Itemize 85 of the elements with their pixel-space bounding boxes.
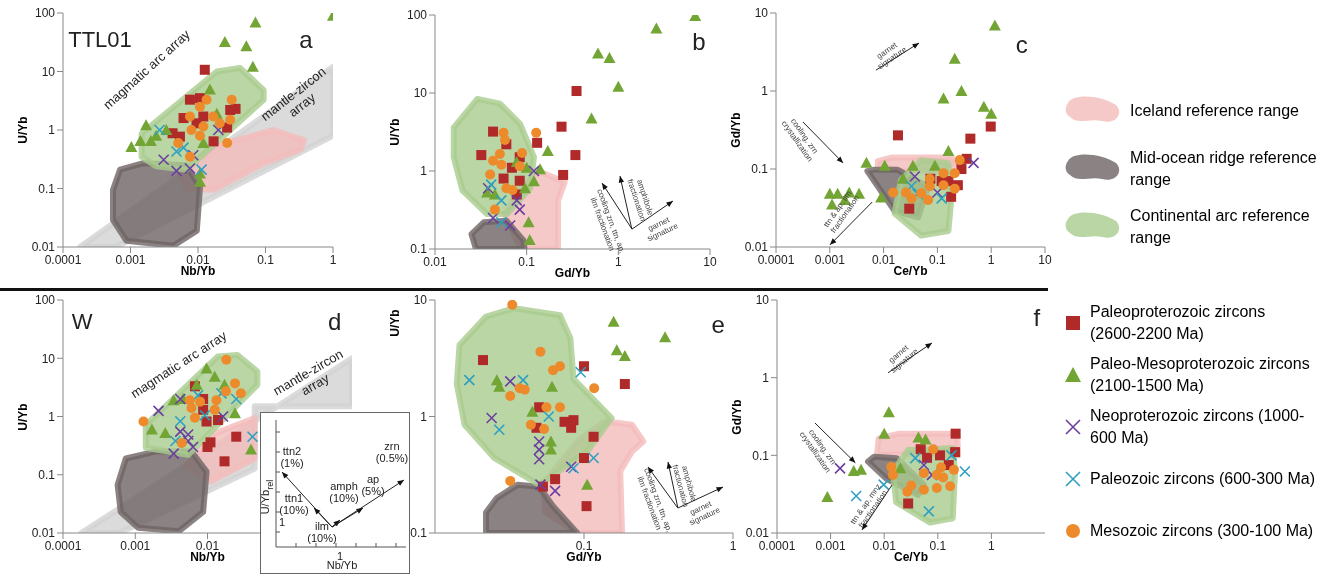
annotation: W [71,308,93,334]
annotation: TTL01 [68,26,132,52]
x-tick-label: 1 [987,252,995,267]
legend-label: Neoproterozoic zircons (1000-600 Ma) [1090,405,1306,448]
y-tick-label: 0.1 [38,181,56,196]
annotation: e [711,310,725,339]
legend-label: Paleo-Mesoproterozoic zircons (2100-1500 Ma) [1090,353,1311,396]
y-tick-label: 1 [420,409,428,424]
legend-label: Continental arc reference range [1130,205,1311,248]
y-axis-title: Gd/Yb [729,112,743,148]
text: 1 [336,549,344,562]
x-axis-title: Nb/Yb [190,550,225,564]
x-tick-label: 0.0001 [44,252,82,267]
x-tick-label: 0.001 [120,538,151,553]
x-axis-title: Gd/Yb [566,550,602,564]
y-tick-label: 100 [406,8,428,23]
x-tick-label: 0.01 [195,538,220,553]
x-tick-label: 0.1 [929,538,947,553]
legend-label: Iceland reference range [1130,100,1300,121]
y-tick-label: 1 [48,409,56,424]
annotation: ttn2 (1%) [279,444,305,470]
y-tick-label: 0.1 [38,468,56,483]
y-tick-label: 0.01 [31,240,56,255]
x-tick-label: 10 [1038,252,1052,267]
y-tick-label: 10 [755,293,770,308]
x-tick-label: 0.0001 [757,252,795,267]
x-tick-label: 0.0001 [758,538,796,553]
x-tick-label: 0.1 [575,538,593,553]
y-tick-label: 0.01 [31,526,56,541]
y-tick-label: 0.01 [745,526,770,541]
y-tick-label: 1 [762,370,770,385]
y-tick-label: 10 [41,351,56,366]
legend-label: Paleoproterozoic zircons (2600-2200 Ma) [1090,301,1267,344]
x-axis-title: Ce/Yb [893,550,929,564]
y-tick-label: 10 [413,293,428,308]
x-tick-label: 10 [703,254,717,269]
x-tick-label: 0.1 [257,252,275,267]
x-tick-label: 0.1 [518,254,536,269]
y-tick-label: 0.1 [410,526,428,541]
legend-label: Paleozoic zircons (600-300 Ma) [1090,468,1315,489]
y-tick-label: 10 [41,64,56,79]
y-tick-label: 1 [420,164,428,179]
y-tick-label: 0.1 [410,242,428,257]
x-tick-label: 0.001 [115,252,146,267]
annotation: a [299,25,313,54]
y-axis-title: U/Yb [388,309,402,337]
x-axis-title: Ce/Yb [893,264,928,278]
legend-label: Mesozoic zircons (300-100 Ma) [1090,520,1315,541]
legend-label: Mid-ocean ridge reference range [1130,147,1318,190]
x-tick-label: 1 [614,254,622,269]
annotation: f [1033,303,1041,332]
x-tick-label: 0.001 [814,252,846,267]
annotation: amph (10%) [329,479,359,504]
y-axis-title: U/Yb [16,402,30,431]
y-axis-title: Gd/Yb [730,398,744,435]
x-tick-label: 0.001 [815,538,846,553]
y-tick-label: 100 [34,293,56,308]
annotation: 1 [278,515,286,529]
x-tick-label: 1 [988,538,996,553]
x-axis-title: Gd/Yb [554,266,591,280]
y-axis-title: U/Yb [16,116,30,144]
y-tick-label: 10 [413,86,428,101]
x-tick-label: 0.1 [929,252,947,267]
y-tick-label: 100 [34,6,56,21]
x-tick-label: 1 [729,538,737,553]
y-tick-label: 0.01 [744,240,769,255]
y-tick-label: 0.1 [751,162,769,177]
x-tick-label: 0.01 [872,538,897,553]
y-tick-label: 1 [48,123,56,138]
x-axis-title: Nb/Yb [180,264,216,278]
text: ap (5%) [361,472,385,497]
x-tick-label: 0.01 [871,252,896,267]
y-tick-label: 1 [761,84,769,99]
annotation: b [692,27,706,56]
x-tick-label: 0.0001 [44,538,82,553]
annotation: d [327,307,342,336]
text: zrn (0.5%) [374,439,410,465]
x-tick-label: 0.01 [186,252,210,267]
annotation: c [1015,30,1028,59]
y-axis-title: U/Yb [388,118,402,146]
y-tick-label: 0.1 [752,448,770,463]
annotation: ttn1 (10%) [278,491,310,517]
y-tick-label: 10 [754,6,769,21]
x-tick-label: 1 [329,252,337,267]
annotation: ilm (10%) [306,519,338,545]
